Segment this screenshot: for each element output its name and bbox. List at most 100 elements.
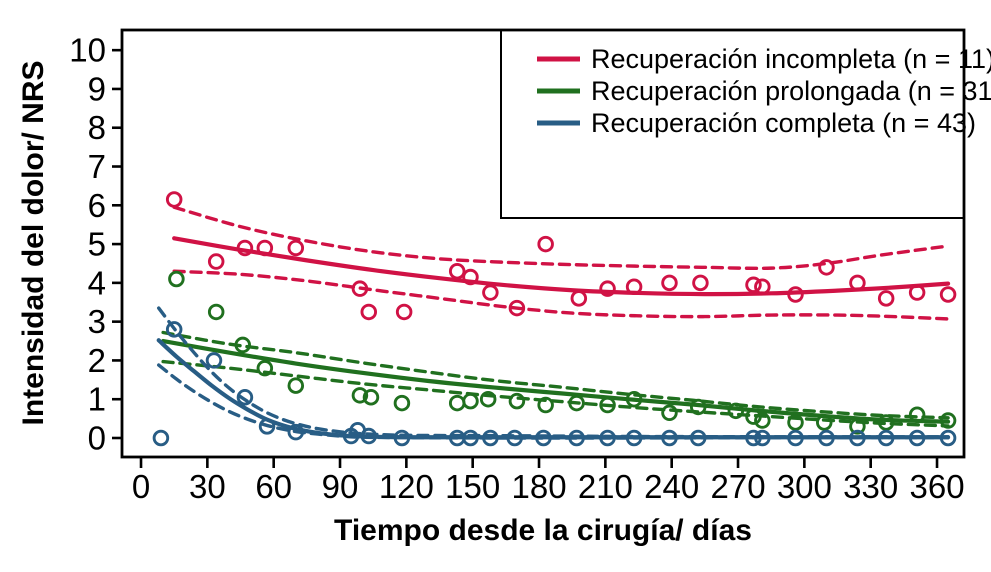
data-point-completa	[908, 429, 926, 447]
data-point-completa	[939, 429, 957, 447]
data-point-incompleta	[939, 286, 957, 303]
data-point-completa	[625, 429, 643, 447]
legend-label-completa: Recuperación completa (n = 43)	[591, 108, 976, 138]
data-point-prolongada	[393, 394, 411, 412]
data-point-incompleta	[849, 274, 866, 292]
x-tick-label: 210	[578, 468, 633, 505]
data-point-prolongada	[479, 390, 497, 408]
fit-line-incompleta	[172, 236, 951, 297]
data-point-incompleta	[287, 239, 305, 257]
ci-upper-incompleta	[172, 205, 950, 271]
data-point-prolongada	[939, 412, 957, 429]
data-point-incompleta	[661, 274, 678, 292]
data-point-incompleta	[236, 239, 254, 257]
data-point-prolongada	[568, 394, 585, 412]
data-point-incompleta	[207, 253, 225, 270]
x-tick-label: 150	[445, 468, 500, 505]
data-point-incompleta	[448, 262, 466, 280]
data-point-prolongada	[508, 392, 526, 410]
data-point-incompleta	[256, 239, 274, 257]
data-point-prolongada	[234, 336, 251, 354]
data-point-completa	[568, 429, 585, 447]
data-point-incompleta	[508, 299, 526, 317]
x-tick-label: 240	[644, 468, 699, 505]
data-point-prolongada	[256, 359, 274, 377]
data-point-incompleta	[462, 268, 479, 286]
data-point-prolongada	[661, 404, 678, 422]
data-point-completa	[165, 321, 183, 338]
data-point-prolongada	[816, 414, 833, 431]
data-point-incompleta	[599, 280, 616, 297]
data-point-completa	[287, 423, 305, 441]
data-point-completa	[236, 389, 254, 406]
data-point-prolongada	[849, 418, 866, 435]
data-point-incompleta	[395, 303, 413, 321]
data-point-prolongada	[877, 414, 895, 431]
plot-frame	[120, 28, 966, 459]
data-point-prolongada	[462, 392, 479, 410]
data-point-prolongada	[362, 389, 380, 406]
y-tick-label: 5	[88, 226, 106, 263]
x-tick-label: 30	[189, 468, 226, 505]
data-point-completa	[360, 427, 378, 445]
data-point-prolongada	[745, 408, 762, 425]
data-point-prolongada	[689, 398, 707, 416]
legend-label-incompleta: Recuperación incompleta (n = 11)	[591, 44, 991, 74]
data-point-completa	[535, 429, 552, 447]
data-point-completa	[393, 429, 411, 447]
data-point-completa	[506, 429, 523, 447]
data-point-incompleta	[818, 259, 835, 276]
data-point-incompleta	[351, 280, 369, 297]
ci-lower-incompleta	[172, 269, 950, 321]
data-point-prolongada	[168, 270, 185, 288]
y-tick-label: 6	[88, 187, 106, 224]
data-point-completa	[818, 429, 835, 447]
y-tick-label: 2	[88, 342, 106, 379]
data-point-completa	[205, 352, 223, 369]
data-point-completa	[258, 418, 276, 435]
y-tick-label: 3	[88, 303, 106, 340]
data-point-prolongada	[727, 402, 745, 420]
data-point-incompleta	[877, 290, 895, 307]
data-point-incompleta	[754, 278, 771, 295]
data-point-prolongada	[537, 396, 554, 414]
legend-label-prolongada: Recuperación prolongada (n = 31)	[591, 76, 991, 106]
data-point-completa	[849, 429, 866, 447]
data-point-incompleta	[570, 290, 588, 307]
data-point-completa	[462, 429, 479, 447]
data-point-prolongada	[787, 414, 804, 431]
y-tick-label: 7	[88, 148, 106, 185]
data-point-completa	[689, 429, 707, 447]
data-point-incompleta	[360, 303, 378, 321]
data-point-completa	[745, 429, 762, 447]
x-tick-label: 90	[322, 468, 359, 505]
data-point-incompleta	[165, 191, 183, 208]
data-point-prolongada	[754, 412, 771, 429]
ci-upper-prolongada	[161, 330, 950, 420]
data-point-incompleta	[482, 284, 499, 301]
y-tick-label: 8	[88, 109, 106, 146]
x-tick-label: 180	[511, 468, 566, 505]
x-tick-label: 120	[379, 468, 434, 505]
data-point-incompleta	[908, 284, 926, 301]
x-tick-label: 300	[777, 468, 832, 505]
data-point-completa	[599, 429, 616, 447]
x-tick-label: 330	[843, 468, 898, 505]
y-tick-label: 0	[88, 419, 106, 456]
x-tick-label: 360	[909, 468, 964, 505]
data-point-prolongada	[351, 387, 369, 404]
data-point-prolongada	[287, 377, 305, 394]
ci-lower-prolongada	[161, 359, 950, 428]
x-tick-label: 270	[710, 468, 765, 505]
x-tick-label: 60	[255, 468, 292, 505]
data-point-completa	[661, 429, 678, 447]
data-point-completa	[787, 429, 804, 447]
data-point-incompleta	[745, 276, 762, 294]
data-point-completa	[754, 429, 771, 447]
fit-line-prolongada	[161, 338, 951, 424]
legend-box	[500, 30, 964, 219]
y-tick-label: 4	[88, 264, 106, 301]
data-point-incompleta	[537, 235, 554, 253]
y-tick-label: 10	[69, 32, 106, 69]
data-point-incompleta	[625, 278, 643, 295]
